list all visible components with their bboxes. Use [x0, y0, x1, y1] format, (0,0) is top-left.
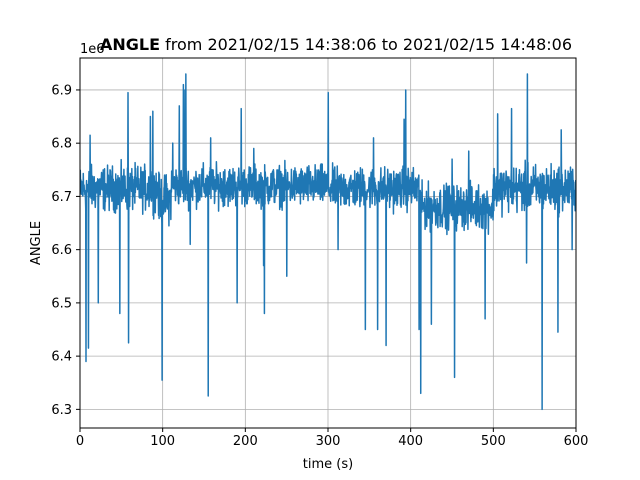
y-tick-label: 6.7 — [51, 190, 72, 205]
y-axis-label: ANGLE — [29, 221, 44, 265]
y-tick-label: 6.9 — [51, 83, 72, 98]
x-tick-label: 500 — [481, 434, 506, 449]
x-tick-label: 0 — [76, 434, 84, 449]
x-tick-label: 600 — [564, 434, 589, 449]
y-tick-label: 6.4 — [51, 350, 72, 365]
series-layer — [80, 73, 576, 411]
y-tick-label: 6.8 — [51, 137, 72, 152]
x-tick-label: 100 — [150, 434, 175, 449]
y-tick-label: 6.6 — [51, 243, 72, 258]
y-tick-label: 6.3 — [51, 403, 72, 418]
x-tick-label: 400 — [398, 434, 423, 449]
chart-title: ANGLE from 2021/02/15 14:38:06 to 2021/0… — [100, 35, 572, 54]
x-axis-ticks: 0 100 200 300 400 500 600 — [76, 428, 589, 449]
y-axis-ticks: 6.3 6.4 6.5 6.6 6.7 6.8 6.9 — [51, 83, 80, 418]
x-tick-label: 300 — [316, 434, 341, 449]
series-line-angle — [80, 73, 576, 411]
y-tick-label: 6.5 — [51, 296, 72, 311]
x-axis-label: time (s) — [303, 457, 353, 472]
y-offset-label: 1e6 — [80, 42, 105, 57]
chart-title-bold: ANGLE — [100, 35, 160, 54]
chart-title-rest: from 2021/02/15 14:38:06 to 2021/02/15 1… — [160, 35, 572, 54]
x-tick-label: 200 — [233, 434, 258, 449]
